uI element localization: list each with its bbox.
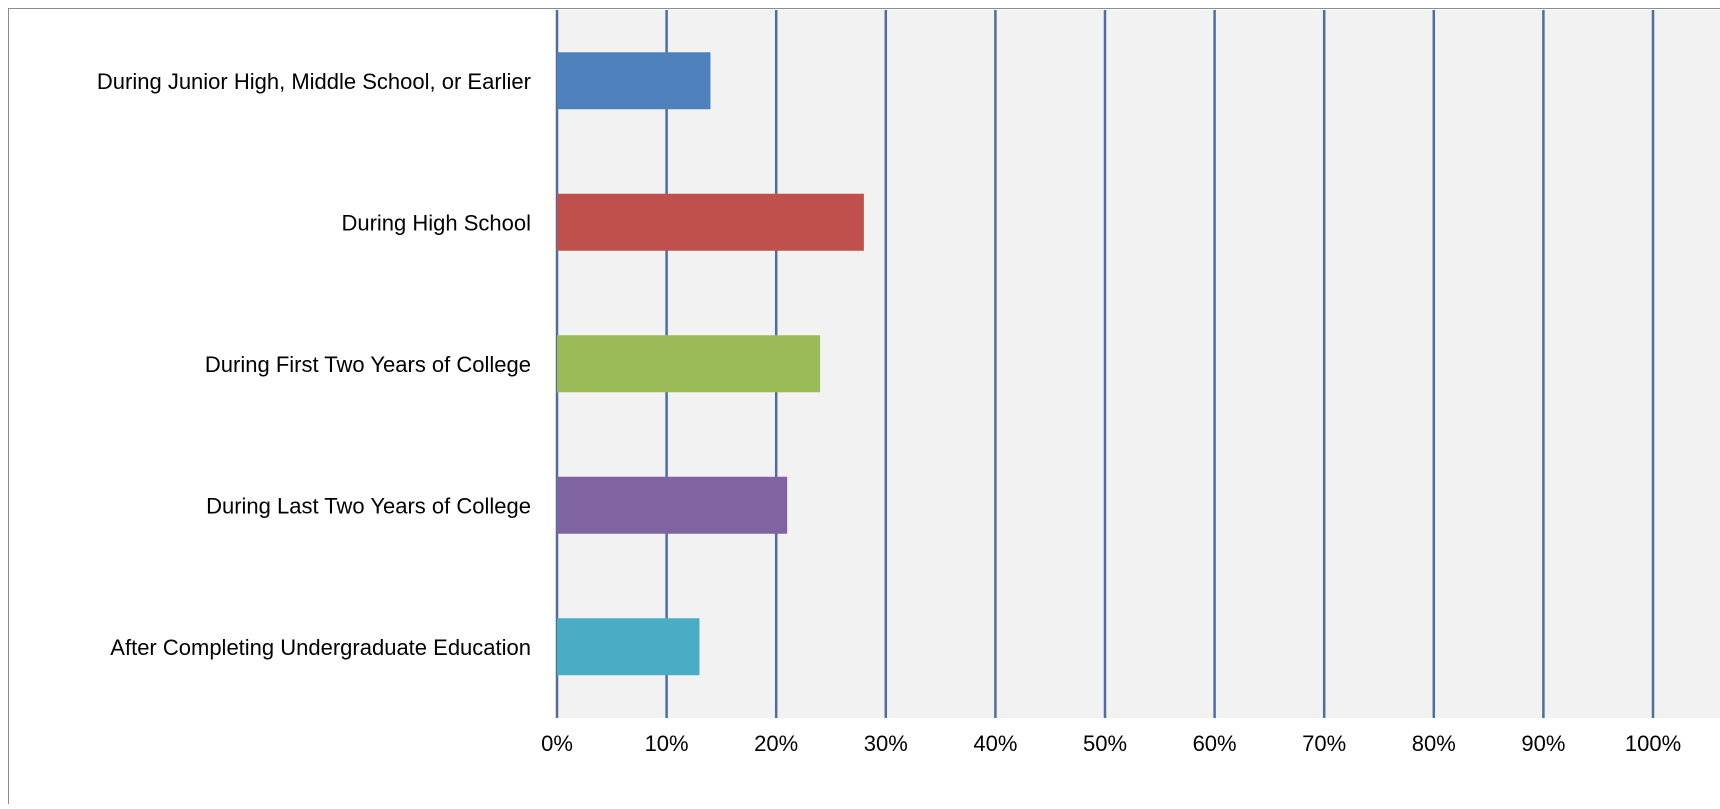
x-tick-label: 80% bbox=[1412, 731, 1456, 756]
bar bbox=[557, 477, 787, 534]
x-tick-label: 30% bbox=[864, 731, 908, 756]
category-label: During Last Two Years of College bbox=[206, 493, 531, 518]
bar bbox=[557, 335, 820, 392]
x-tick-label: 40% bbox=[973, 731, 1017, 756]
x-tick-label: 20% bbox=[754, 731, 798, 756]
category-label: During Junior High, Middle School, or Ea… bbox=[97, 69, 531, 94]
x-tick-label: 10% bbox=[645, 731, 689, 756]
bar bbox=[557, 618, 699, 675]
category-label: During High School bbox=[341, 210, 531, 235]
bar bbox=[557, 52, 710, 109]
category-label: After Completing Undergraduate Education bbox=[110, 635, 531, 660]
x-tick-label: 0% bbox=[541, 731, 573, 756]
category-label: During First Two Years of College bbox=[205, 352, 531, 377]
x-tick-label: 70% bbox=[1302, 731, 1346, 756]
x-tick-label: 90% bbox=[1521, 731, 1565, 756]
x-tick-label: 50% bbox=[1083, 731, 1127, 756]
bar bbox=[557, 194, 864, 251]
x-tick-label: 60% bbox=[1193, 731, 1237, 756]
x-tick-label: 100% bbox=[1625, 731, 1681, 756]
